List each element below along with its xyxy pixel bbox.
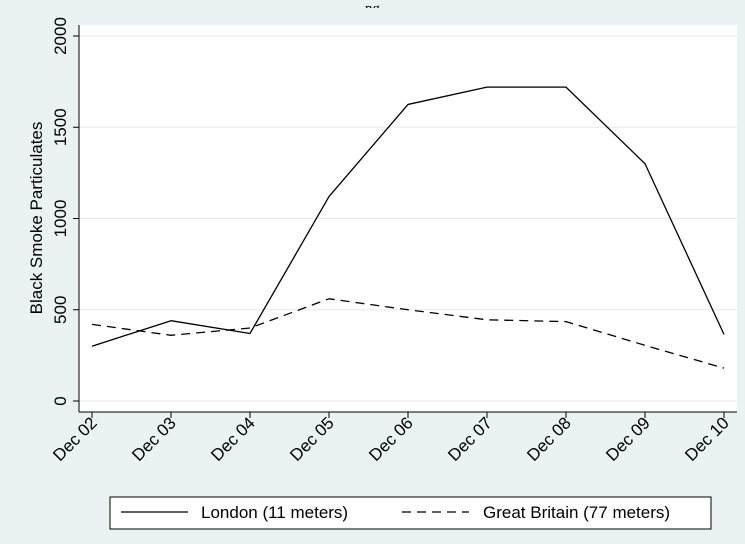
y-tick-label: 1000 [51,200,70,238]
y-tick-label: 1500 [51,108,70,146]
x-tick-label: Dec 03 [128,413,180,465]
y-axis-title: Black Smoke Particulates [27,122,46,315]
x-tick-label: Dec 04 [207,413,259,465]
legend-label-great-britain: Great Britain (77 meters) [483,503,670,522]
y-tick-label: 2000 [51,17,70,55]
legend: London (11 meters) Great Britain (77 met… [109,496,712,530]
x-ticks: Dec 02 Dec 03 Dec 04 Dec 05 Dec 06 Dec 07 Dec … [49,412,733,465]
legend-label-london: London (11 meters) [201,503,348,522]
y-tick-label: 500 [51,296,70,324]
x-tick-label: Dec 09 [602,413,654,465]
legend-box [109,496,712,530]
series-lines [91,86,725,369]
x-tick-label: Dec 08 [523,413,575,465]
x-tick-label: Dec 06 [365,413,417,465]
series-line-london [91,86,725,347]
series-line-great-britain [91,298,725,369]
x-tick-label: Dec 05 [286,413,338,465]
x-tick-label: Dec 10 [681,413,733,465]
y-ticks: 0 500 1000 1500 2000 [51,17,79,406]
y-tick-label: 0 [51,396,70,405]
x-tick-label: Dec 02 [49,413,101,465]
chart-title: ...ng... [0,0,745,8]
x-tick-label: Dec 07 [444,413,496,465]
